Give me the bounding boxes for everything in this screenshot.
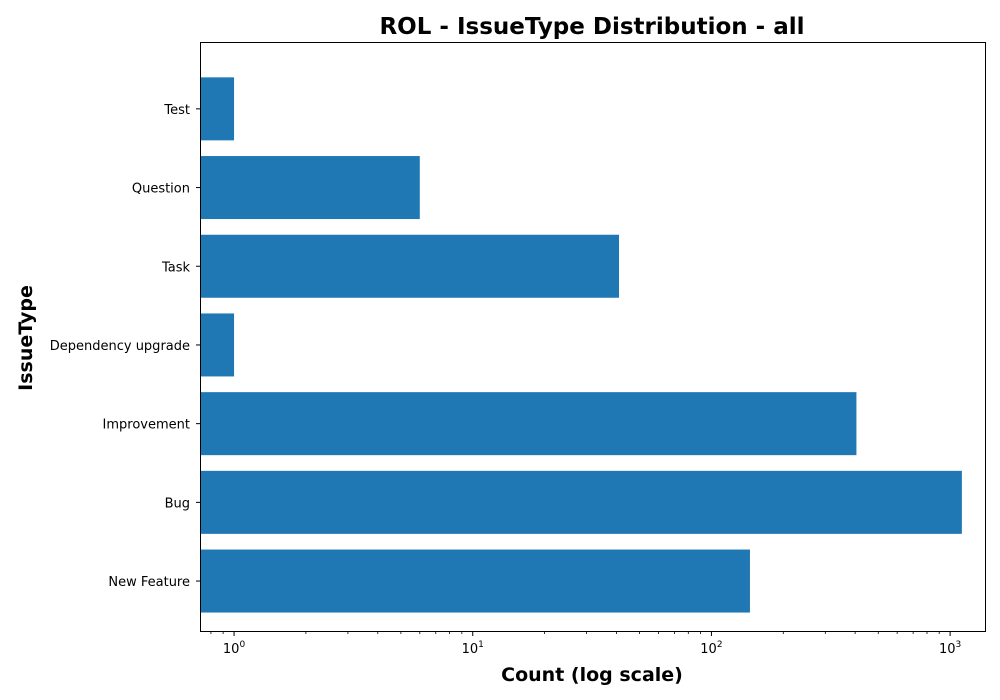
- chart-title: ROL - IssueType Distribution - all: [379, 14, 804, 40]
- x-tick-label-0: 100: [223, 640, 246, 657]
- x-tick-label-2: 102: [700, 640, 722, 657]
- bar-new-feature: [200, 549, 750, 613]
- y-tick-label-test: Test: [163, 103, 190, 118]
- bar-dependency-upgrade: [200, 313, 235, 377]
- x-tick-label-1: 101: [462, 640, 484, 657]
- bar-question: [200, 156, 420, 220]
- y-tick-label-new-feature: New Feature: [108, 575, 190, 590]
- bar-improvement: [200, 392, 857, 456]
- x-axis-label: Count (log scale): [501, 664, 683, 686]
- bars-layer: [200, 77, 962, 613]
- y-tick-label-bug: Bug: [165, 496, 190, 511]
- ticks-layer: New Feature Bug Improvement Dependency upgr…: [50, 103, 962, 657]
- bar-task: [200, 234, 620, 298]
- y-tick-label-improvement: Improvement: [103, 418, 190, 433]
- y-axis-label: IssueType: [15, 285, 37, 391]
- y-tick-label-question: Question: [132, 182, 190, 197]
- bar-bug: [200, 470, 962, 534]
- x-tick-label-3: 103: [939, 640, 961, 657]
- bar-test: [200, 77, 235, 141]
- y-tick-label-dependency-upgrade: Dependency upgrade: [50, 339, 190, 354]
- y-tick-label-task: Task: [161, 260, 191, 275]
- plot-frame: [200, 42, 986, 632]
